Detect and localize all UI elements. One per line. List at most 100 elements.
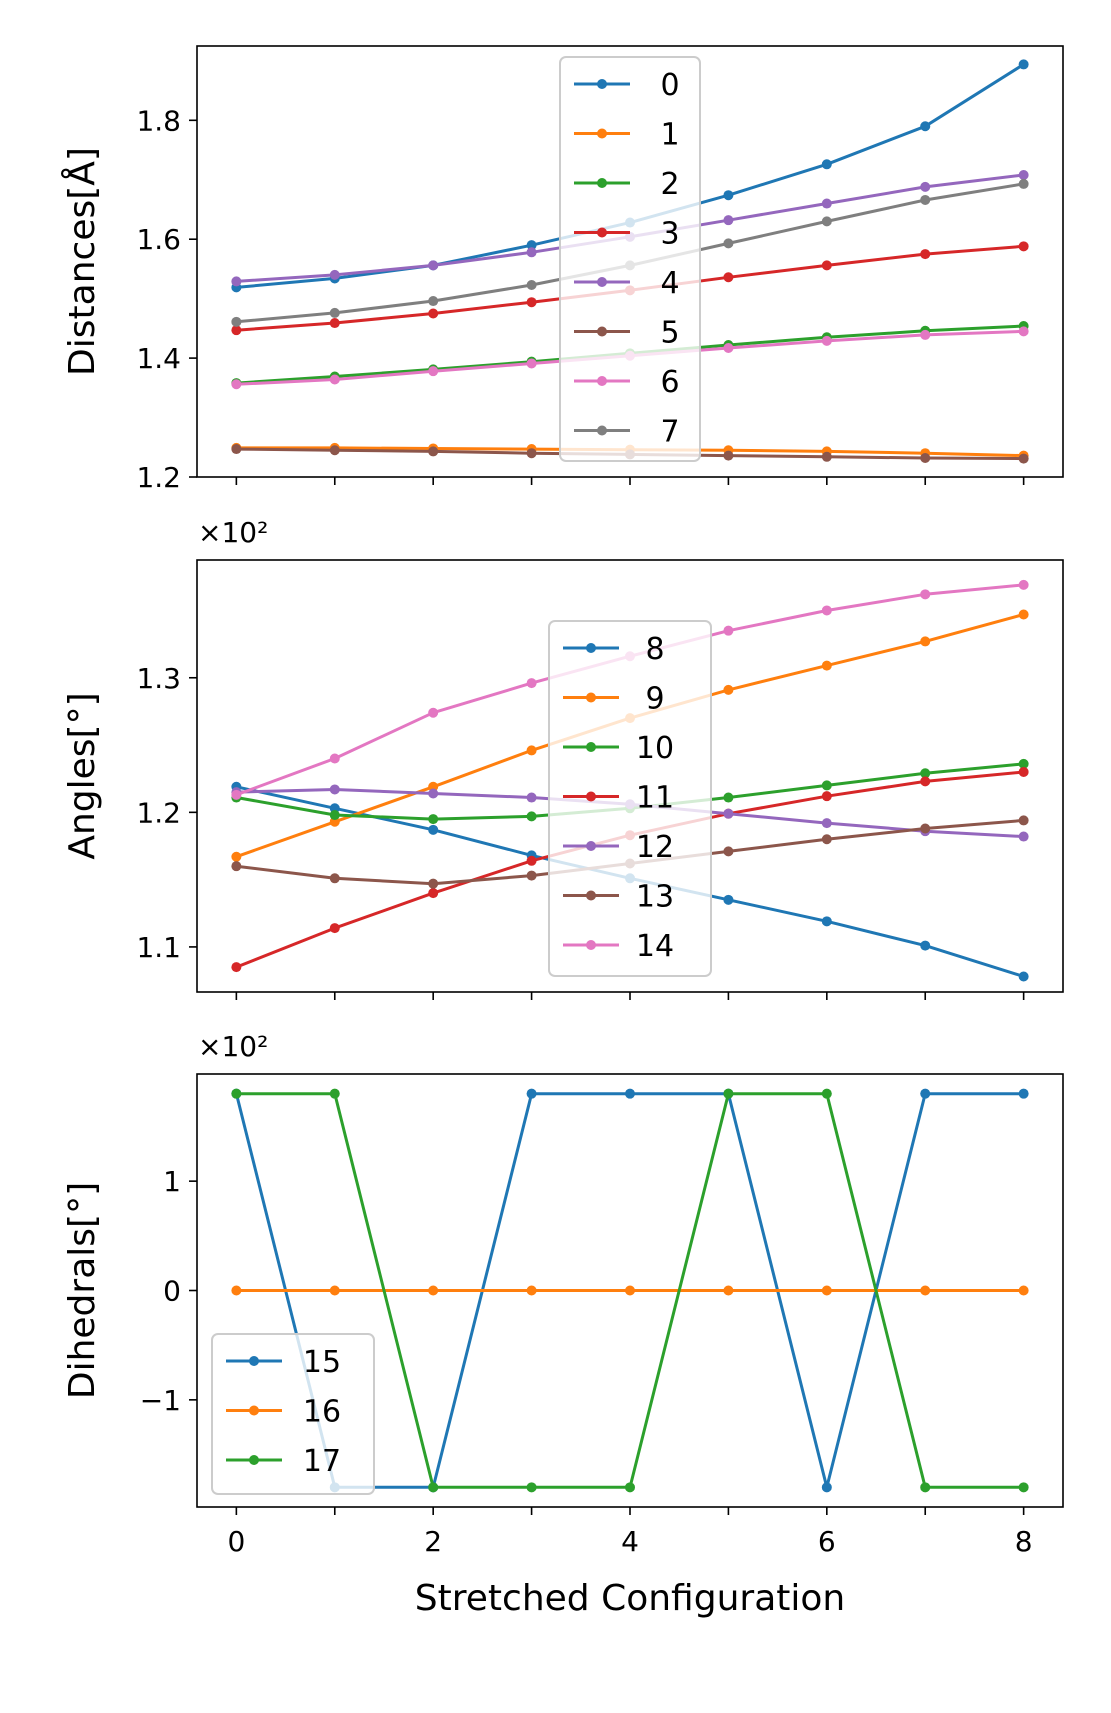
y-axis-label: Dihedrals[°] — [62, 1182, 103, 1399]
y-tick-label: 1.2 — [136, 796, 181, 829]
data-point — [920, 940, 931, 951]
legend-item: 17 — [226, 1444, 341, 1479]
data-point — [428, 888, 439, 899]
legend-label: 12 — [636, 830, 674, 865]
legend-marker — [249, 1455, 259, 1465]
data-point — [1018, 170, 1029, 181]
data-point — [231, 276, 242, 287]
legend-marker — [586, 890, 596, 901]
data-point — [821, 780, 832, 791]
data-point — [723, 792, 734, 803]
data-point — [329, 753, 340, 764]
legend-marker — [597, 128, 607, 139]
legend-marker — [597, 425, 607, 436]
legend-label: 11 — [636, 781, 674, 816]
legend-label: 2 — [660, 167, 679, 202]
data-point — [428, 1285, 439, 1296]
data-point — [526, 855, 537, 866]
data-point — [821, 660, 832, 671]
data-point — [526, 240, 537, 251]
dihedrals-legend: 15 16 17 — [211, 1333, 375, 1495]
data-point — [231, 325, 242, 336]
data-point — [723, 846, 734, 857]
legend-item: 8 — [563, 632, 665, 667]
data-point — [1018, 766, 1029, 777]
data-point — [526, 792, 537, 803]
data-point — [1018, 453, 1029, 464]
data-point — [723, 450, 734, 461]
legend-label: 4 — [660, 266, 679, 301]
legend-label: 17 — [303, 1444, 341, 1479]
data-point — [231, 444, 242, 455]
data-point — [329, 374, 340, 385]
data-point — [821, 818, 832, 829]
legend-item: 2 — [574, 167, 680, 202]
legend-label: 14 — [636, 929, 674, 964]
legend-frame — [211, 1333, 375, 1495]
data-point — [1018, 831, 1029, 842]
y-tick-label: 0 — [163, 1275, 181, 1308]
y-tick-label: 1.1 — [136, 931, 181, 964]
series-16 — [231, 1285, 1029, 1296]
legend-marker — [249, 1405, 259, 1416]
legend-marker — [586, 692, 596, 703]
data-point — [723, 894, 734, 905]
y-axis-label: Angles[°] — [62, 692, 103, 859]
data-point — [723, 342, 734, 353]
x-tick-label: 8 — [1015, 1525, 1033, 1558]
data-point — [329, 923, 340, 934]
legend-label: 13 — [636, 880, 674, 915]
data-point — [920, 194, 931, 205]
legend-marker — [597, 326, 607, 337]
data-point — [821, 451, 832, 462]
legend-marker — [586, 791, 596, 802]
data-point — [821, 1285, 832, 1296]
legend-label: 9 — [645, 682, 664, 717]
axis-scale-label: ×10² — [198, 1030, 268, 1063]
legend-item: 0 — [574, 68, 680, 103]
data-point — [821, 1088, 832, 1099]
data-point — [526, 1088, 537, 1099]
data-point — [920, 1482, 931, 1493]
y-tick-label: 1.4 — [136, 342, 181, 375]
data-point — [920, 249, 931, 260]
data-point — [1018, 579, 1029, 590]
data-point — [231, 316, 242, 327]
data-point — [723, 1088, 734, 1099]
legend-label: 8 — [645, 632, 664, 667]
legend-label: 3 — [660, 217, 679, 252]
data-point — [231, 962, 242, 973]
data-point — [821, 791, 832, 802]
legend-marker — [249, 1356, 259, 1366]
legend-item: 6 — [574, 365, 680, 400]
data-point — [1018, 178, 1029, 189]
data-point — [1018, 815, 1029, 826]
data-point — [329, 784, 340, 795]
legend-label: 10 — [636, 731, 674, 766]
legend-label: 1 — [660, 118, 679, 153]
data-point — [821, 605, 832, 616]
data-point — [821, 834, 832, 845]
data-point — [526, 448, 537, 459]
legend-marker — [597, 277, 607, 287]
data-point — [428, 446, 439, 457]
data-point — [723, 238, 734, 249]
series-17 — [231, 1088, 1029, 1493]
data-point — [1018, 326, 1029, 337]
y-axis-label: Distances[Å] — [60, 147, 103, 376]
legend-item: 4 — [574, 266, 680, 301]
y-tick-label: 1.3 — [136, 662, 181, 695]
data-point — [329, 810, 340, 821]
legend-frame — [548, 620, 712, 977]
data-point — [526, 1482, 537, 1493]
data-point — [428, 1482, 439, 1493]
x-tick-label: 6 — [818, 1525, 836, 1558]
legend-label: 5 — [660, 316, 679, 351]
legend-item: 1 — [574, 118, 680, 153]
y-tick-label: 1 — [163, 1165, 181, 1198]
data-point — [723, 190, 734, 201]
data-point — [231, 1285, 242, 1296]
y-tick-label: 1.2 — [136, 461, 181, 494]
data-point — [1018, 1285, 1029, 1296]
